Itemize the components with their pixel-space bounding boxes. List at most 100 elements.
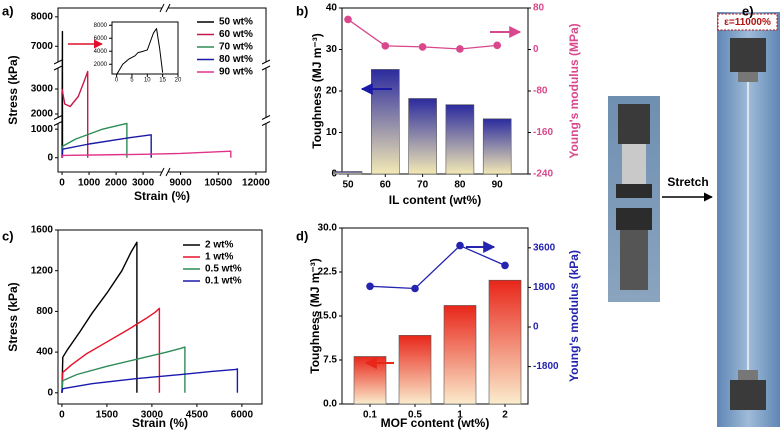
x-tick-label: 70 [417,180,429,191]
y-tick-label: 8000 [94,23,108,29]
sample [622,144,646,184]
axis-break-mark [261,59,271,65]
x-tick-label: 10500 [204,178,232,189]
bar [482,118,512,175]
clamp [618,104,650,144]
bar [443,305,477,405]
x-tick-label: 2 [502,410,508,421]
chart-panel: 0 400 800 1200 1600 0 1500 3000 4500 6000 c) Strain… [2,225,263,430]
legend-label: 0.5 wt% [205,264,242,275]
legend-label: 80 wt% [219,54,253,65]
y-tick-label: 8000 [31,11,54,22]
x-tick-label: 3000 [132,178,155,189]
y2-tick-label: -240 [533,169,553,180]
panel-letter: c) [2,228,14,243]
x-tick-label: 15 [159,78,166,84]
x-tick-label: 2000 [105,178,128,189]
x-tick-label: 0 [59,410,65,421]
y-tick-label: 0.0 [323,399,337,410]
x-axis-title: MOF content (wt%) [381,416,490,430]
y2-tick-label: 0 [533,44,539,55]
y-tick-label: 2000 [31,109,54,120]
y-tick-label: 1000 [31,124,54,135]
bar [445,104,475,175]
legend-label: 70 wt% [219,42,253,53]
series-line [61,150,232,158]
inset-background [112,22,178,74]
panel-letter: d) [296,228,308,243]
axis-break-gap [162,168,168,176]
axis-break-mark [53,65,63,71]
legend-label: 0.1 wt% [205,276,242,287]
legend-label: 60 wt% [219,29,253,40]
x-tick-label: 0.5 [408,410,422,421]
arrow-label: Stretch [667,175,708,189]
clamp [730,380,766,410]
axis-break-mark [159,3,165,13]
x-tick-label: 20 [175,78,182,84]
legend-label: 50 wt% [219,17,253,28]
axis-break-mark [165,167,171,177]
legend-label: 1 wt% [205,252,233,263]
strain-box [717,13,778,31]
y2-tick-label: 3600 [533,242,556,253]
clamp [616,208,652,230]
x-tick-label: 1 [457,410,463,421]
axis-break-mark [261,115,271,120]
axis-break-mark [165,3,171,13]
clamp [620,230,648,290]
series-line [116,28,164,75]
chart-panel: 0.0 7.5 15.0 22.5 30.0 -1800 0 1800 3600 0.1 0.5 1 2… [296,223,581,431]
series-line [61,346,186,393]
x-tick-label: 1000 [78,178,101,189]
x-tick-label: 10 [144,78,151,84]
y2-tick-label: 0 [533,322,539,333]
x-tick-label: 0.1 [363,410,377,421]
y-tick-label: 4000 [94,49,108,55]
x-tick-label: 50 [342,180,354,191]
bar [408,98,437,175]
strain-label: ε=11000% [724,17,771,28]
clamp [730,38,766,72]
x-tick-label: 60 [380,180,392,191]
chart-panel: 0 1000 2000 3000 7000 8000 0 1000 2000 3000 9000 10… [2,3,270,203]
photo-after [717,12,780,427]
x-tick-label: 0 [115,78,119,84]
y-tick-label: 0 [47,387,53,398]
axis-break-mark [261,121,271,126]
x-tick-label: 80 [454,180,466,191]
panel-letter: b) [296,3,308,18]
legend-label: 90 wt% [219,67,253,78]
axis-break-gap [162,4,168,12]
bar [398,335,432,405]
panel-letter: e) [742,3,754,18]
point [381,42,390,50]
x-axis-title: Strain (%) [132,416,188,430]
axis-break-mark [261,65,271,71]
point [501,261,509,270]
point [456,45,464,53]
y-tick-label: 20 [326,86,338,97]
y-tick-label: 30.0 [318,223,338,234]
series-line [61,122,128,158]
series-line [61,134,152,158]
x-tick-label: 9000 [169,178,192,189]
y-tick-label: 40 [326,3,338,14]
y-tick-label: 30 [326,44,338,55]
axis-break-mark [53,121,63,126]
axis-break-gap [54,117,62,124]
clamp [738,72,758,82]
y-axis-title: Stress (kPa) [6,282,20,351]
y2-axis-title: Young's modulus (kPa) [567,250,581,382]
y-tick-label: 0 [47,152,53,163]
y2-tick-label: -80 [533,86,548,97]
x-tick-label: 4500 [186,410,209,421]
y-tick-label: 15.0 [318,311,338,322]
x-tick-label: 90 [492,180,504,191]
y2-axis-title: Young's modulus (MPa) [567,23,581,158]
point [418,43,427,51]
series-line [369,244,506,290]
y-tick-label: 10 [326,127,338,138]
y-tick-label: 1600 [31,225,54,236]
